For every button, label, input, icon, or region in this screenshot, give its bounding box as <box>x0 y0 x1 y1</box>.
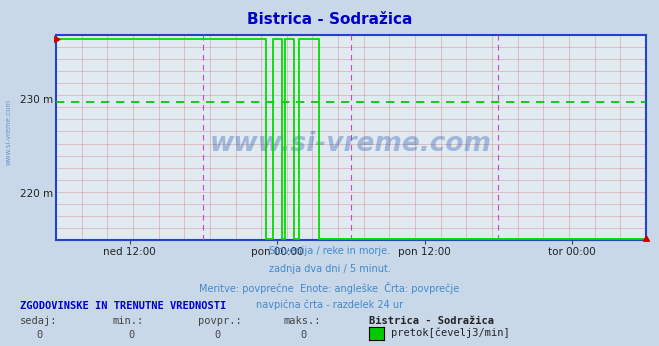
Text: Bistrica - Sodražica: Bistrica - Sodražica <box>369 316 494 326</box>
Text: 230 m: 230 m <box>20 95 53 105</box>
Text: 220 m: 220 m <box>20 189 53 199</box>
Text: www.si-vreme.com: www.si-vreme.com <box>5 98 11 165</box>
Text: maks.:: maks.: <box>283 316 321 326</box>
Text: 0: 0 <box>36 330 43 340</box>
Text: min.:: min.: <box>112 316 143 326</box>
Text: www.si-vreme.com: www.si-vreme.com <box>210 131 492 157</box>
Text: sedaj:: sedaj: <box>20 316 57 326</box>
Text: povpr.:: povpr.: <box>198 316 241 326</box>
Text: 0: 0 <box>300 330 306 340</box>
Text: Bistrica - Sodražica: Bistrica - Sodražica <box>247 12 412 27</box>
Text: 0: 0 <box>129 330 135 340</box>
Text: 0: 0 <box>214 330 221 340</box>
Text: navpična črta - razdelek 24 ur: navpična črta - razdelek 24 ur <box>256 300 403 310</box>
Text: Meritve: povprečne  Enote: angleške  Črta: povprečje: Meritve: povprečne Enote: angleške Črta:… <box>200 282 459 294</box>
Text: ZGODOVINSKE IN TRENUTNE VREDNOSTI: ZGODOVINSKE IN TRENUTNE VREDNOSTI <box>20 301 226 311</box>
Text: pretok[čevelj3/min]: pretok[čevelj3/min] <box>391 328 510 338</box>
Text: zadnja dva dni / 5 minut.: zadnja dva dni / 5 minut. <box>269 264 390 274</box>
Text: Slovenija / reke in morje.: Slovenija / reke in morje. <box>269 246 390 256</box>
